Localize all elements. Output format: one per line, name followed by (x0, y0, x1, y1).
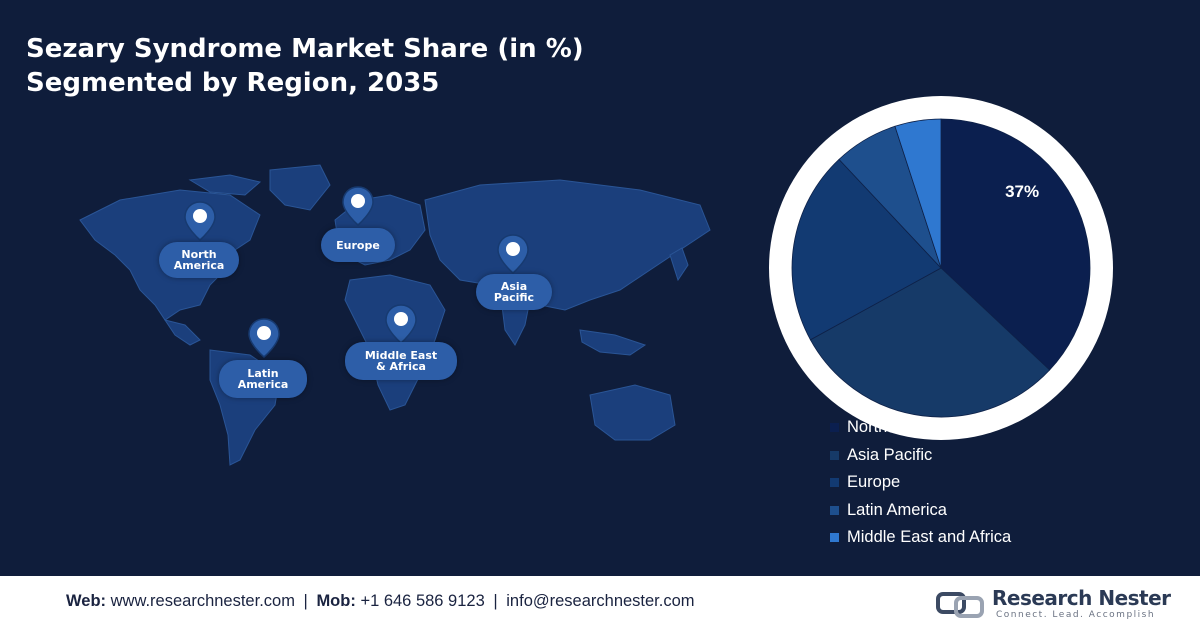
legend-label: Asia Pacific (847, 445, 933, 464)
region-label-asia-pacific: Asia Pacific (476, 274, 552, 310)
title-line-2: Segmented by Region, 2035 (26, 68, 440, 98)
region-label-latin-america: Latin America (219, 360, 307, 398)
region-label-line1: North (181, 248, 217, 261)
logo-name: Research Nester (992, 586, 1171, 610)
contact-info: Web: www.researchnester.com | Mob: +1 64… (66, 592, 695, 611)
research-nester-logo-icon (936, 592, 984, 618)
infographic-banner: Sezary Syndrome Market Share (in %) Segm… (0, 0, 1200, 576)
separator: | (303, 592, 308, 610)
pie-slice-asia-pacific (809, 267, 1051, 418)
region-label-line1: Middle East (364, 349, 438, 362)
separator: | (493, 592, 498, 610)
mob-label: Mob: (316, 592, 356, 610)
location-pin-icon (342, 186, 374, 226)
research-nester-logo[interactable]: Research Nester Connect. Lead. Accomplis… (936, 586, 1171, 622)
chart-legend: North America Asia Pacific Europe Latin Ame… (830, 414, 1011, 552)
location-pin-icon (497, 234, 529, 274)
region-label-line1: Europe (336, 238, 380, 252)
pie-chart: 37% (769, 96, 1113, 440)
legend-item: Middle East and Africa (830, 524, 1011, 552)
location-pin-icon (248, 318, 280, 358)
region-label-line1: Latin (247, 367, 279, 380)
page-title: Sezary Syndrome Market Share (in %) Segm… (26, 32, 584, 100)
region-label-line1: Asia (500, 280, 528, 293)
logo-tagline: Connect. Lead. Accomplish (996, 610, 1156, 620)
region-label-line2: America (237, 378, 289, 391)
legend-label: North America (847, 418, 952, 437)
web-link[interactable]: www.researchnester.com (110, 592, 295, 610)
title-line-1: Sezary Syndrome Market Share (in %) (26, 34, 584, 64)
region-label-north-america: North America (159, 242, 239, 278)
legend-swatch (830, 423, 839, 433)
legend-label: Latin America (847, 500, 947, 519)
location-pin-icon (385, 304, 417, 344)
web-label: Web: (66, 592, 107, 610)
legend-label: Middle East and Africa (847, 528, 1012, 547)
email-link[interactable]: info@researchnester.com (506, 592, 695, 610)
legend-swatch (830, 450, 839, 460)
region-label-line2: America (173, 259, 225, 272)
location-pin-icon (184, 201, 216, 241)
legend-label: Europe (847, 473, 901, 492)
legend-item: Asia Pacific (830, 442, 1011, 470)
legend-swatch (830, 478, 839, 488)
footer: Web: www.researchnester.com | Mob: +1 64… (0, 576, 1200, 628)
pie-slice-middle-east-and-africa (894, 118, 942, 269)
legend-item: North America (830, 414, 1011, 442)
legend-item: Europe (830, 469, 1011, 497)
region-label-line2: Pacific (493, 291, 535, 304)
legend-swatch (830, 533, 839, 543)
region-label-line2: & Africa (376, 360, 426, 373)
region-label-middle-east-africa: Middle East & Africa (345, 342, 457, 380)
region-label-europe: Europe (321, 228, 395, 262)
legend-item: Latin America (830, 497, 1011, 525)
pie-slice-europe (791, 158, 942, 341)
legend-swatch (830, 505, 839, 515)
phone-number[interactable]: +1 646 586 9123 (360, 592, 485, 610)
pie-data-label: 37% (1005, 182, 1039, 201)
pie-slice-north-america (940, 118, 1091, 371)
